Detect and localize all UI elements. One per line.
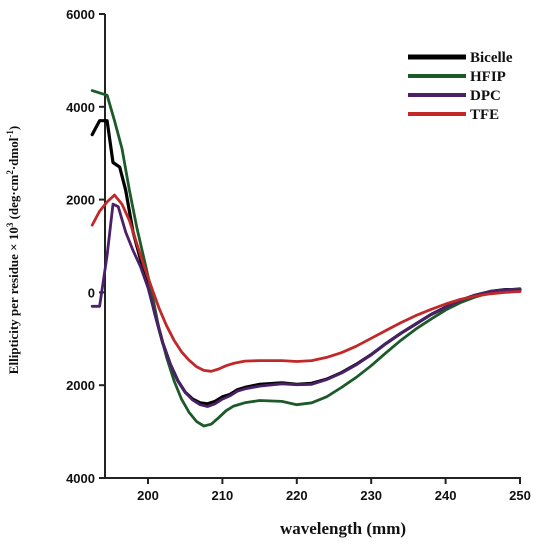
y-axis-ticks: 6000 4000 2000 0 2000 4000 [66,7,105,486]
series-line-dpc [90,202,522,408]
x-axis-title: wavelength (mm) [280,519,406,538]
axes [104,14,521,479]
y-tick-label: 2000 [66,193,95,208]
series-line-tfe [90,193,522,373]
x-tick-label: 230 [360,488,382,503]
legend-label-tfe: TFE [470,107,499,123]
y-axis-title-sup: 2 [5,170,15,175]
legend: Bicelle HFIP DPC TFE [408,50,513,123]
y-axis-title-part: ·dmol [6,137,21,170]
y-axis-title-part: ) [6,126,21,130]
x-tick-label: 220 [286,488,308,503]
y-tick-label: 4000 [66,471,95,486]
y-axis-title-part: (deg·cm [6,174,21,222]
y-axis-title-sup: 3 [5,222,15,227]
y-tick-label: 2000 [66,378,95,393]
y-tick-label: 6000 [66,7,95,22]
legend-label-dpc: DPC [470,88,501,104]
series-lines [90,89,522,428]
y-tick-label: 0 [88,285,95,300]
legend-label-hfip: HFIP [470,69,506,85]
legend-label-bicelle: Bicelle [470,50,513,66]
x-tick-label: 240 [435,488,457,503]
y-axis-title: Ellipticity per residue × 103 (deg·cm2·d… [5,126,21,374]
y-axis-title-sup: -1 [5,130,15,138]
x-tick-label: 250 [509,488,531,503]
series-line-hfip [90,89,522,428]
y-axis-title-part: Ellipticity per residue × 10 [6,227,21,374]
x-tick-label: 200 [137,488,159,503]
y-tick-label: 4000 [66,100,95,115]
x-tick-label: 210 [212,488,234,503]
x-axis-ticks: 200 210 220 230 240 250 [137,478,531,503]
